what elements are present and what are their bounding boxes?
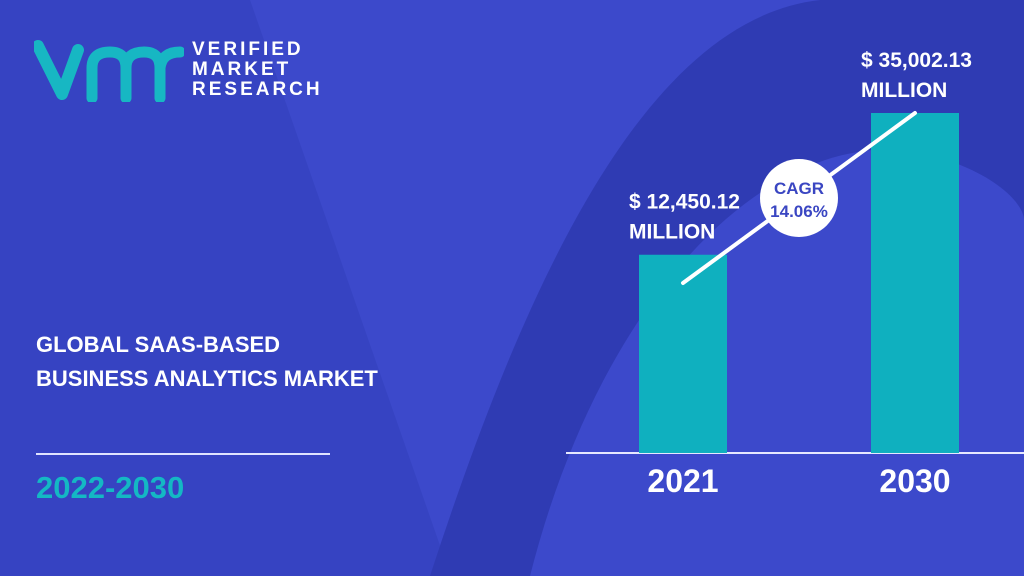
x-tick-label: 2030 <box>879 463 950 499</box>
title-line: GLOBAL SAAS-BASED <box>36 332 281 357</box>
bar-2030 <box>871 113 959 453</box>
brand-line: MARKET <box>192 59 292 80</box>
brand-name: VERIFIED MARKET RESEARCH <box>192 40 323 100</box>
data-label: $ 12,450.12 <box>629 191 740 214</box>
forecast-period: 2022-2030 <box>36 470 185 505</box>
cagr-label: CAGR <box>774 179 824 198</box>
brand-line: VERIFIED <box>192 39 304 60</box>
data-label: $ 35,002.13 <box>861 49 972 72</box>
data-label: MILLION <box>861 79 947 102</box>
divider <box>36 453 330 455</box>
page-title: GLOBAL SAAS-BASED BUSINESS ANALYTICS MAR… <box>36 328 378 396</box>
title-line: BUSINESS ANALYTICS MARKET <box>36 366 378 391</box>
x-tick-label: 2021 <box>647 463 718 499</box>
data-label: MILLION <box>629 221 715 244</box>
brand-logo: VERIFIED MARKET RESEARCH <box>34 38 323 102</box>
brand-line: RESEARCH <box>192 79 323 100</box>
vmr-logo-icon <box>34 40 184 102</box>
cagr-badge <box>760 159 838 237</box>
bar-2021 <box>639 254 727 453</box>
cagr-value: 14.06% <box>770 202 828 221</box>
